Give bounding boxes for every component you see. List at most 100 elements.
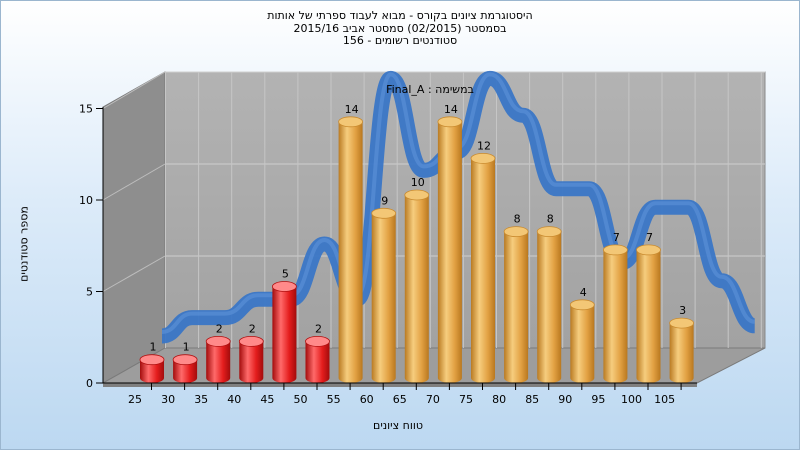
bar: 14 — [437, 103, 463, 384]
bar-top — [338, 116, 364, 128]
bar-top — [305, 335, 330, 347]
bar-value-label: 1 — [183, 341, 190, 354]
bar-value-label: 5 — [282, 268, 289, 281]
bar-body — [140, 359, 164, 383]
x-tick-label: 65 — [393, 393, 407, 406]
bar-value-label: 4 — [580, 286, 587, 299]
series-legend-label: Final_A : במשימה — [386, 83, 474, 96]
bar-value-label: 1 — [150, 341, 157, 354]
bar: 4 — [569, 286, 595, 383]
bar: 1 — [172, 341, 198, 383]
bar-body — [570, 304, 595, 383]
x-tick-label: 40 — [227, 393, 241, 406]
bar: 2 — [238, 322, 264, 383]
gridlines — [102, 71, 765, 348]
bar-value-label: 10 — [411, 176, 425, 189]
bar: 7 — [603, 231, 628, 383]
bar-body — [173, 359, 198, 383]
bar: 2 — [305, 322, 330, 383]
bar-value-label: 12 — [477, 139, 491, 152]
bar-body — [206, 341, 231, 383]
x-tick-label: 85 — [525, 393, 539, 406]
bar-body — [305, 341, 330, 383]
bar-top — [503, 226, 529, 238]
bar: 8 — [536, 213, 562, 383]
bar-value-label: 14 — [345, 103, 359, 116]
bar-top — [238, 335, 264, 347]
x-tick-label: 60 — [360, 393, 374, 406]
bar-body — [272, 286, 297, 383]
bar-top — [205, 335, 231, 347]
bar-body — [338, 121, 363, 384]
chart-title-line-2: בסמסטר (02/2015) סמסטר אביב 2015/16 — [293, 21, 507, 35]
x-tick-label: 25 — [128, 393, 142, 406]
bar-body — [669, 323, 694, 383]
x-tick-label: 30 — [161, 393, 175, 406]
bar-body — [404, 195, 429, 383]
gridline-side — [102, 71, 166, 109]
y-tick-label: 15 — [79, 103, 93, 116]
x-tick-label: 95 — [591, 393, 605, 406]
bar-top — [437, 116, 463, 128]
chart-floor-front-edge — [103, 383, 697, 387]
chart-title-line-1: היסטוגרמת ציונים בקורס - מבוא לעבוד ספרת… — [267, 9, 533, 22]
bar: 3 — [669, 304, 694, 383]
y-tick-label: 5 — [86, 286, 93, 299]
bar-value-label: 14 — [444, 103, 458, 116]
bar-value-label: 8 — [514, 213, 521, 226]
bar-top — [470, 152, 496, 164]
x-tick-label: 50 — [294, 393, 308, 406]
bar: 14 — [338, 103, 364, 384]
bar-top — [603, 244, 628, 256]
x-tick-label: 80 — [492, 393, 506, 406]
bar-body — [537, 231, 562, 383]
bar-body — [437, 121, 462, 384]
gridline-side — [102, 255, 166, 292]
bar: 1 — [139, 341, 165, 383]
bar-body — [239, 341, 264, 383]
bar: 7 — [636, 231, 661, 383]
x-tick-label: 55 — [327, 393, 341, 406]
bar: 9 — [371, 194, 397, 383]
x-tick-label: 45 — [260, 393, 274, 406]
chart-floor — [101, 347, 766, 384]
x-tick-label: 90 — [558, 393, 572, 406]
bar-value-label: 8 — [547, 213, 554, 226]
bar-top — [172, 354, 198, 366]
bar-top — [636, 244, 661, 256]
bar-value-label: 2 — [216, 322, 223, 335]
x-tick-label: 70 — [426, 393, 440, 406]
bar-value-label: 2 — [315, 322, 322, 335]
bar-body — [371, 213, 396, 383]
bar-value-label: 2 — [249, 322, 256, 335]
y-axis-label: מספר סטודנטים — [17, 206, 31, 282]
x-tick-label: 75 — [459, 393, 473, 406]
x-axis-label: טווח ציונים — [373, 419, 423, 432]
x-tick-label: 105 — [654, 393, 675, 406]
bar-value-label: 3 — [679, 304, 686, 317]
bar-top — [669, 317, 694, 329]
chart-title-line-3: סטודנטים רשומים - 156 — [342, 34, 458, 47]
y-tick-label: 10 — [79, 194, 93, 207]
bar-value-label: 7 — [613, 231, 620, 244]
bar: 2 — [205, 322, 231, 383]
x-tick-label: 100 — [621, 393, 642, 406]
bar-body — [504, 231, 529, 383]
bar-top — [371, 207, 397, 219]
bar-top — [569, 299, 595, 311]
y-tick-label: 0 — [86, 377, 93, 390]
bar-body — [636, 249, 661, 383]
bar-top — [271, 281, 297, 292]
bar: 8 — [503, 213, 529, 383]
bar-top — [536, 226, 562, 238]
bar-body — [471, 158, 495, 383]
chart-left-wall — [102, 71, 166, 384]
bar: 12 — [470, 139, 496, 383]
bar: 10 — [404, 176, 430, 383]
x-tick-label: 35 — [194, 393, 208, 406]
bar-value-label: 7 — [646, 231, 653, 244]
bar-top — [404, 189, 430, 201]
